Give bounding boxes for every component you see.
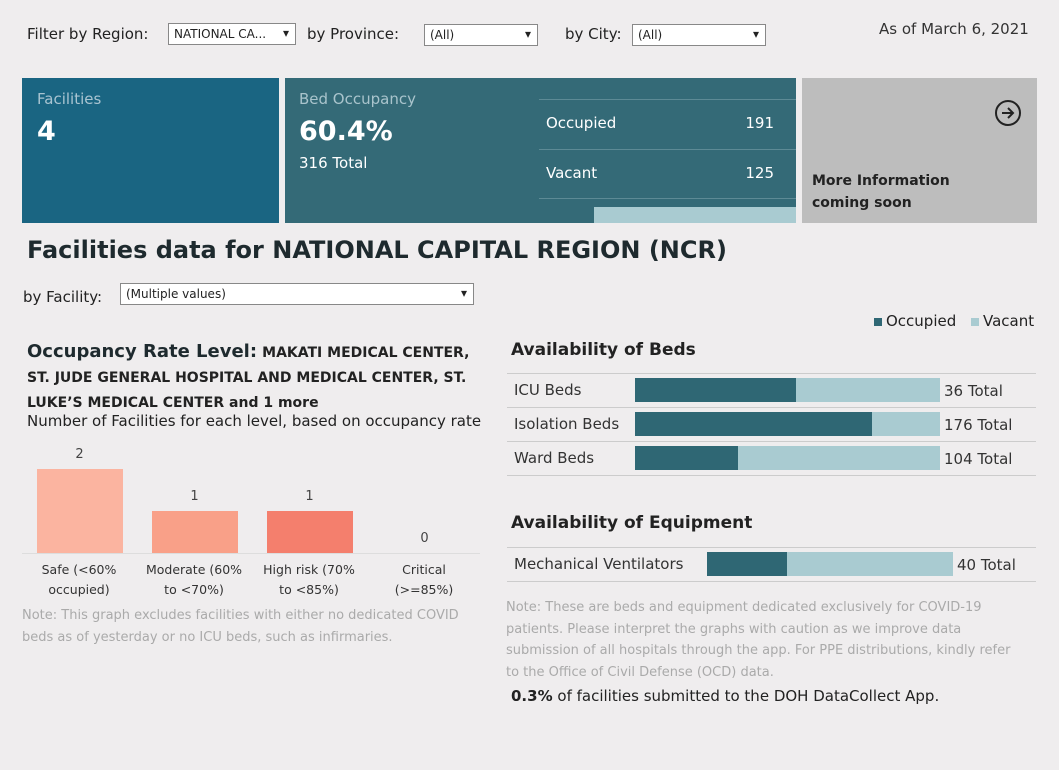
row-line: [507, 547, 1036, 548]
category-label: Critical (>=85%): [394, 562, 454, 597]
row-label: Vacant: [546, 163, 598, 182]
as-of: As of March 6, 2021: [879, 20, 1029, 38]
submission: 0.3% of facilities submitted to the DOH …: [511, 687, 939, 705]
bar: [267, 511, 353, 553]
city-label: by City:: [565, 25, 622, 43]
bed-card: Bed Occupancy 60.4% 316 Total Occupied 19…: [285, 78, 796, 223]
more-text: More Information coming soon: [812, 173, 950, 211]
row-label: Occupied: [546, 114, 617, 132]
city-select[interactable]: (All): [632, 24, 766, 46]
submission-percent: 0.3%: [511, 687, 553, 705]
legend-swatch: [874, 318, 882, 326]
row-line: [507, 475, 1036, 476]
chart-title: Occupancy Rate Level: MAKATI MEDICAL CEN…: [27, 340, 487, 415]
bar-vacant: [786, 552, 953, 576]
legend-label: Occupied: [886, 312, 957, 330]
total-label: 176 Total: [944, 416, 1013, 434]
province-select[interactable]: (All): [424, 24, 538, 46]
bar-vacant: [737, 446, 940, 470]
value-label: 1: [190, 489, 199, 504]
total-label: 40 Total: [957, 556, 1016, 574]
category-label: Moderate (60% to <70%): [145, 562, 243, 597]
bar-occupied: [635, 378, 796, 402]
submission-text: of facilities submitted to the DOH DataC…: [557, 687, 940, 705]
total-label: 36 Total: [944, 382, 1003, 400]
value-label: 0: [420, 531, 429, 546]
card-total: 316 Total: [299, 154, 368, 172]
beds-title: Availability of Beds: [511, 340, 696, 360]
row-line: [507, 441, 1036, 442]
row-line: [539, 148, 796, 150]
row-line: [507, 581, 1036, 582]
row-line: [507, 373, 1036, 374]
row-line: [507, 407, 1036, 408]
bar-occupied: [635, 412, 873, 436]
beds-note: Note: These are beds and equipment dedic…: [506, 600, 1011, 680]
value-label: 1: [305, 489, 314, 504]
bar-occupied: [707, 552, 787, 576]
occupancy-bar: [593, 207, 796, 223]
facilities-card: Facilities 4: [22, 78, 279, 223]
title: Occupancy Rate Level:: [27, 341, 258, 362]
row-label: ICU Beds: [514, 381, 582, 399]
card-value: 4: [37, 116, 56, 147]
region-select[interactable]: NATIONAL CA...: [168, 23, 296, 45]
legend-swatch: [971, 318, 979, 326]
title-facilities: MAKATI MEDICAL CENTER, ST. JUDE GENERAL …: [27, 345, 470, 411]
bar: [152, 511, 238, 553]
equipment-title: Availability of Equipment: [511, 513, 753, 533]
bar: [37, 469, 123, 553]
row-label: Ward Beds: [514, 449, 595, 467]
facility-label: by Facility:: [23, 288, 103, 306]
category-label: High risk (70% to <85%): [263, 562, 355, 597]
row-label: Isolation Beds: [514, 415, 620, 433]
region-label: Filter by Region:: [27, 25, 149, 43]
bar-vacant: [872, 412, 940, 436]
axis-line: [22, 553, 480, 554]
value-label: 2: [75, 447, 84, 462]
card-label: Bed Occupancy: [299, 90, 416, 108]
province-label: by Province:: [307, 25, 400, 43]
row-value: 191: [745, 114, 774, 132]
chart-subtitle: Number of Facilities for each level, bas…: [27, 412, 482, 430]
more-card[interactable]: More Information coming soon: [802, 78, 1037, 223]
facility-select[interactable]: (Multiple values): [120, 283, 474, 305]
heading: Facilities data for NATIONAL CAPITAL REG…: [27, 236, 727, 264]
total-label: 104 Total: [944, 450, 1013, 468]
row-value: 125: [745, 163, 774, 182]
chart-note: Note: This graph excludes facilities wit…: [22, 608, 459, 645]
row-line: [539, 198, 796, 199]
row-label: Mechanical Ventilators: [514, 555, 684, 573]
arrow-icon[interactable]: [994, 99, 1022, 127]
card-label: Facilities: [37, 90, 102, 108]
row-line: [539, 99, 796, 100]
legend-label: Vacant: [983, 312, 1035, 330]
bar-vacant: [795, 378, 940, 402]
bar-occupied: [635, 446, 738, 470]
card-value: 60.4%: [299, 116, 393, 147]
category-label: Safe (<60% occupied): [41, 562, 117, 597]
